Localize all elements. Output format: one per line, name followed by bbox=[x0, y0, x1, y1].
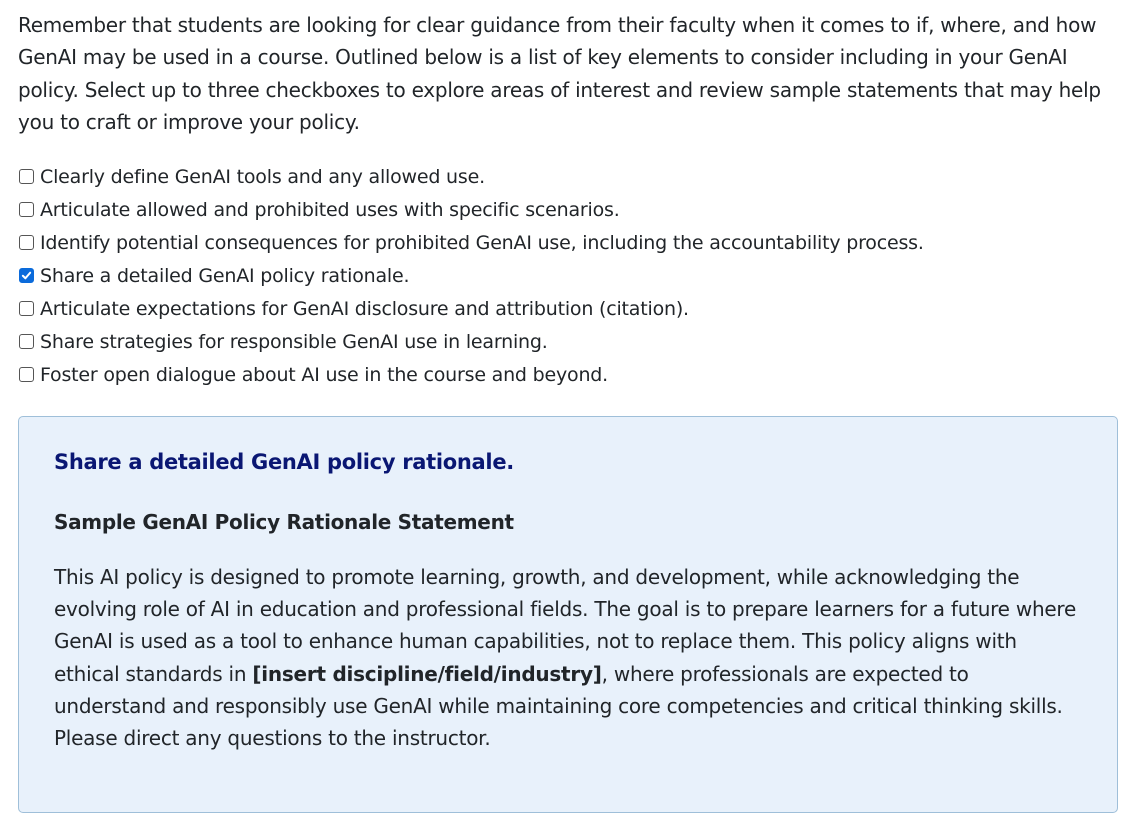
intro-paragraph: Remember that students are looking for c… bbox=[18, 13, 1101, 134]
checklist-item-label: Articulate allowed and prohibited uses w… bbox=[40, 198, 620, 221]
checkbox-open-dialogue[interactable] bbox=[19, 367, 34, 383]
checklist-item-allowed-prohibited-uses[interactable]: Articulate allowed and prohibited uses w… bbox=[18, 193, 1118, 226]
sample-statement-panel: Share a detailed GenAI policy rationale.… bbox=[18, 416, 1118, 813]
checklist-item-disclosure-attribution[interactable]: Articulate expectations for GenAI disclo… bbox=[18, 292, 1118, 325]
checkbox-responsible-use[interactable] bbox=[19, 334, 34, 350]
checklist-item-responsible-use[interactable]: Share strategies for responsible GenAI u… bbox=[18, 325, 1118, 358]
discipline-placeholder: [insert discipline/field/industry] bbox=[252, 661, 602, 686]
checklist-item-label: Foster open dialogue about AI use in the… bbox=[40, 363, 608, 386]
checklist-item-label: Share strategies for responsible GenAI u… bbox=[40, 330, 548, 353]
checkbox-policy-rationale[interactable] bbox=[19, 268, 34, 284]
policy-element-checklist: Clearly define GenAI tools and any allow… bbox=[18, 160, 1118, 391]
checkbox-disclosure-attribution[interactable] bbox=[19, 301, 34, 317]
check-icon bbox=[21, 271, 32, 280]
sample-statement-text-part: , where professionals are expected to un… bbox=[54, 661, 1063, 751]
checklist-item-define-tools[interactable]: Clearly define GenAI tools and any allow… bbox=[18, 160, 1118, 193]
checkbox-define-tools[interactable] bbox=[19, 169, 34, 185]
checkbox-allowed-prohibited-uses[interactable] bbox=[19, 202, 34, 218]
checklist-item-open-dialogue[interactable]: Foster open dialogue about AI use in the… bbox=[18, 358, 1118, 391]
checklist-item-label: Articulate expectations for GenAI disclo… bbox=[40, 297, 689, 320]
checklist-item-consequences[interactable]: Identify potential consequences for proh… bbox=[18, 226, 1118, 259]
checklist-item-policy-rationale[interactable]: Share a detailed GenAI policy rationale. bbox=[18, 259, 1118, 292]
sample-statement-text-part: This AI policy is designed to promote le… bbox=[54, 565, 1077, 686]
panel-heading: Share a detailed GenAI policy rationale. bbox=[54, 450, 514, 474]
checklist-item-label: Identify potential consequences for proh… bbox=[40, 231, 924, 254]
checkbox-consequences[interactable] bbox=[19, 235, 34, 251]
sample-statement-title: Sample GenAI Policy Rationale Statement bbox=[54, 510, 514, 534]
sample-statement-text: This AI policy is designed to promote le… bbox=[54, 561, 1081, 754]
checklist-item-label: Clearly define GenAI tools and any allow… bbox=[40, 165, 485, 188]
checklist-item-label: Share a detailed GenAI policy rationale. bbox=[40, 264, 410, 287]
